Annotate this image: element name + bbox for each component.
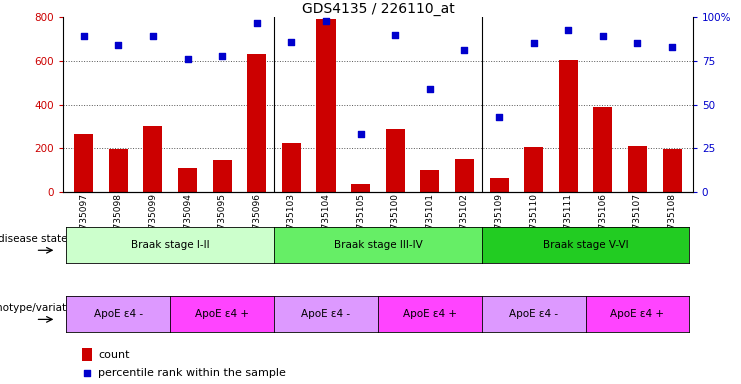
- Point: [361, 291, 373, 297]
- Bar: [213, 161, 232, 192]
- Text: ApoE ε4 -: ApoE ε4 -: [509, 309, 558, 319]
- Point: [631, 40, 643, 46]
- Point: [562, 26, 574, 33]
- Point: [597, 33, 609, 40]
- Bar: [178, 168, 197, 192]
- Title: GDS4135 / 226110_at: GDS4135 / 226110_at: [302, 2, 454, 16]
- Bar: [420, 170, 439, 192]
- Point: [285, 39, 297, 45]
- Point: [493, 114, 505, 120]
- Point: [147, 33, 159, 40]
- Bar: [559, 60, 578, 192]
- Bar: [316, 20, 336, 192]
- Bar: [455, 159, 474, 192]
- Point: [182, 56, 193, 62]
- Bar: [628, 146, 647, 192]
- Text: ApoE ε4 +: ApoE ε4 +: [403, 309, 456, 319]
- Text: Braak stage III-IV: Braak stage III-IV: [333, 240, 422, 250]
- Point: [355, 131, 367, 137]
- Text: Braak stage V-VI: Braak stage V-VI: [542, 240, 628, 250]
- Text: ApoE ε4 +: ApoE ε4 +: [611, 309, 665, 319]
- Text: genotype/variation: genotype/variation: [0, 303, 82, 313]
- Bar: [247, 55, 266, 192]
- Text: count: count: [98, 349, 130, 359]
- Point: [666, 44, 678, 50]
- Point: [78, 33, 90, 40]
- Point: [528, 40, 539, 46]
- Point: [424, 86, 436, 92]
- Bar: [282, 143, 301, 192]
- Bar: [594, 107, 612, 192]
- Bar: [82, 348, 92, 361]
- Text: disease state: disease state: [0, 234, 67, 244]
- Text: Braak stage I-II: Braak stage I-II: [131, 240, 210, 250]
- Point: [251, 20, 263, 26]
- Point: [389, 32, 401, 38]
- Point: [113, 42, 124, 48]
- Text: ApoE ε4 -: ApoE ε4 -: [302, 309, 350, 319]
- Bar: [662, 149, 682, 192]
- Bar: [109, 149, 128, 192]
- Text: percentile rank within the sample: percentile rank within the sample: [98, 367, 286, 377]
- Bar: [524, 147, 543, 192]
- Bar: [351, 184, 370, 192]
- Bar: [386, 129, 405, 192]
- Point: [459, 47, 471, 53]
- Bar: [74, 134, 93, 192]
- Text: ApoE ε4 -: ApoE ε4 -: [94, 309, 143, 319]
- Point: [320, 18, 332, 24]
- Bar: [144, 126, 162, 192]
- Text: ApoE ε4 +: ApoE ε4 +: [195, 309, 249, 319]
- Point: [216, 53, 228, 59]
- Bar: [490, 178, 508, 192]
